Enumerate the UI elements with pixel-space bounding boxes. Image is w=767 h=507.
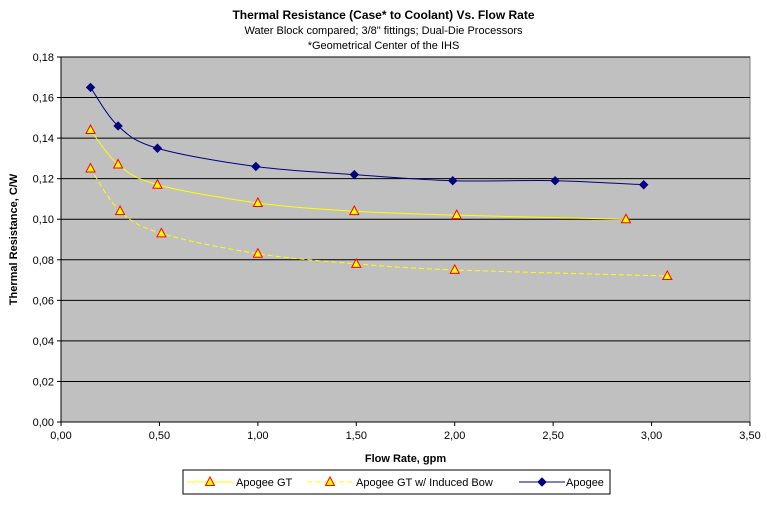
data-point [85, 162, 96, 173]
data-point [152, 178, 163, 189]
data-point [451, 209, 463, 220]
y-tick-label: 0,12 [33, 174, 54, 186]
x-tick-label: 3,00 [641, 430, 662, 442]
chart-subtitle: Water Block compared; 3/8" fittings; Dua… [244, 25, 523, 37]
legend-marker [324, 475, 336, 486]
y-tick-label: 0,08 [33, 255, 54, 267]
data-point [251, 161, 261, 172]
data-point [638, 180, 649, 190]
y-tick-label: 0,04 [33, 336, 54, 348]
x-tick-label: 2,00 [444, 430, 465, 442]
legend-marker [537, 477, 547, 487]
data-point [661, 269, 673, 280]
series-line [90, 87, 644, 186]
series-line [90, 168, 668, 277]
x-tick-label: 1,00 [247, 430, 268, 442]
chart-note: *Geometrical Center of the IHS [307, 40, 460, 52]
data-point [113, 121, 123, 131]
x-tick-label: 1,50 [346, 430, 367, 442]
plot-area [60, 56, 751, 423]
data-point [85, 82, 96, 93]
legend-label: Apogee GT [236, 477, 293, 489]
legend-box [182, 469, 611, 495]
y-tick-label: 0,00 [33, 417, 54, 429]
data-point [620, 213, 632, 224]
data-point [449, 263, 461, 274]
y-axis-label: Thermal Resistance, C/W [8, 173, 20, 305]
data-point [348, 205, 360, 216]
x-tick-label: 2,50 [542, 430, 563, 442]
data-point [85, 123, 96, 134]
series-line [90, 129, 626, 220]
data-point [152, 143, 163, 153]
y-tick-label: 0,10 [33, 214, 54, 226]
x-axis-label: Flow Rate, gpm [365, 453, 447, 465]
x-tick-label: 0,50 [149, 430, 170, 442]
series-0 [85, 123, 632, 224]
y-tick-label: 0,02 [33, 376, 54, 388]
x-tick-label: 3,50 [739, 430, 760, 442]
data-point [112, 158, 124, 169]
data-point [252, 196, 264, 207]
y-tick-label: 0,18 [33, 52, 54, 64]
legend: Apogee GT Apogee GT w/ Induced Bow Apogee [182, 469, 611, 495]
chart-title: Thermal Resistance (Case* to Coolant) Vs… [232, 8, 535, 22]
data-point [349, 169, 360, 180]
legend-label: Apogee GT w/ Induced Bow [356, 477, 493, 489]
y-tick-label: 0,06 [33, 295, 54, 307]
data-point [448, 175, 458, 186]
data-point [156, 227, 167, 238]
legend-label: Apogee [566, 477, 604, 489]
y-tick-label: 0,16 [33, 93, 54, 105]
x-tick-label: 0,00 [50, 430, 71, 442]
data-point [252, 247, 264, 258]
series-2 [85, 82, 649, 190]
series-1 [85, 162, 673, 280]
data-point [550, 175, 560, 186]
legend-marker [204, 475, 216, 486]
data-point [350, 257, 362, 268]
y-tick-label: 0,14 [33, 133, 54, 145]
data-point [114, 205, 126, 216]
